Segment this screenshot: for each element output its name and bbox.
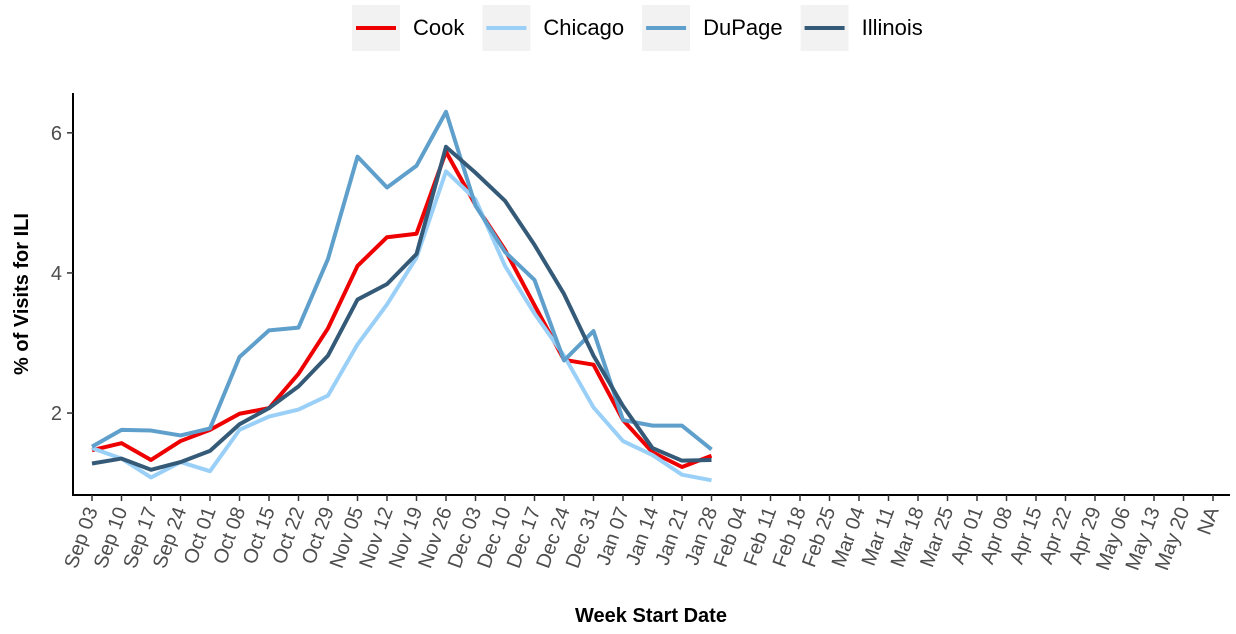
- series-line: [91, 169, 712, 483]
- y-tick-label: 6: [51, 123, 62, 145]
- legend-label: Illinois: [862, 15, 923, 40]
- y-axis-title: % of Visits for ILI: [11, 213, 33, 375]
- legend-label: Cook: [413, 15, 465, 40]
- x-axis-title: Week Start Date: [575, 605, 727, 627]
- series-line: [91, 109, 713, 452]
- legend-label: DuPage: [703, 15, 783, 40]
- legend-label: Chicago: [543, 15, 624, 40]
- y-tick-label: 4: [51, 263, 62, 285]
- series-line: [91, 149, 713, 469]
- x-tick-label: NA: [1194, 504, 1224, 538]
- y-tick-label: 2: [51, 403, 62, 425]
- series-line: [91, 144, 712, 472]
